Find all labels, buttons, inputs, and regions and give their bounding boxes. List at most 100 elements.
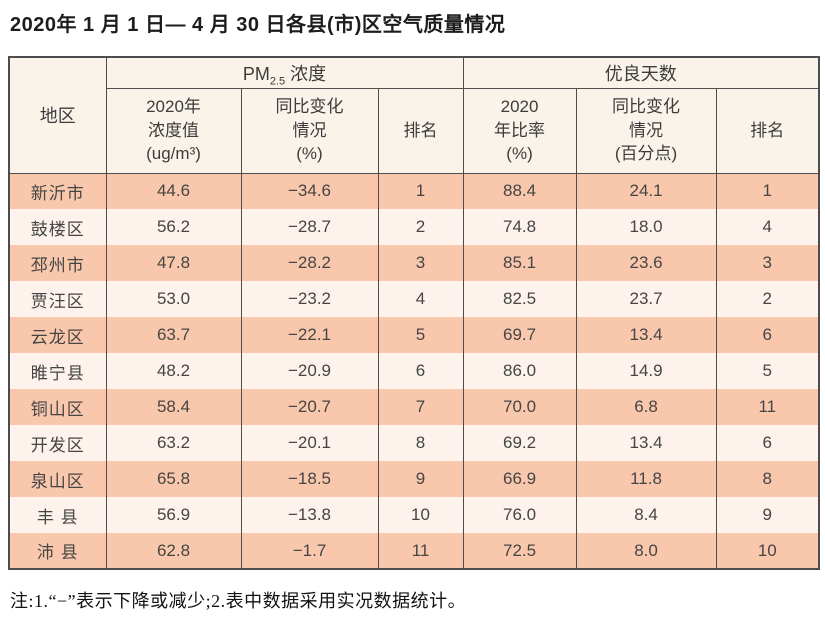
cell-pm-rank: 8 <box>377 425 464 461</box>
cell-days-change: 14.9 <box>575 353 717 389</box>
col-group-pm25: PM2.5 浓度 <box>105 56 464 89</box>
cell-pm-value: 63.7 <box>105 317 242 353</box>
pm25-label-suffix: 浓度 <box>285 63 327 84</box>
col-header-days-change: 同比变化 情况 (百分点) <box>575 87 717 174</box>
cell-days-rank: 4 <box>715 209 820 245</box>
cell-pm-rank: 7 <box>377 389 464 425</box>
cell-region: 睢宁县 <box>8 353 107 389</box>
cell-days-change: 6.8 <box>575 389 717 425</box>
col-header-pm-value: 2020年 浓度值 (ug/m³) <box>105 87 242 174</box>
cell-days-change: 11.8 <box>575 461 717 497</box>
table-row: 沛 县 62.8 −1.7 11 72.5 8.0 10 <box>8 533 820 569</box>
cell-pm-rank: 2 <box>377 209 464 245</box>
col-header-region: 地区 <box>8 56 107 174</box>
page-title: 2020年 1 月 1 日— 4 月 30 日各县(市)区空气质量情况 <box>10 14 506 36</box>
cell-days-change: 18.0 <box>575 209 717 245</box>
table-row: 睢宁县 48.2 −20.9 6 86.0 14.9 5 <box>8 353 820 389</box>
table-row: 丰 县 56.9 −13.8 10 76.0 8.4 9 <box>8 497 820 533</box>
cell-pm-rank: 9 <box>377 461 464 497</box>
cell-days-rate: 76.0 <box>462 497 577 533</box>
cell-pm-change: −1.7 <box>240 533 379 569</box>
table-row: 邳州市 47.8 −28.2 3 85.1 23.6 3 <box>8 245 820 281</box>
cell-pm-rank: 1 <box>377 173 464 209</box>
cell-days-change: 23.6 <box>575 245 717 281</box>
cell-days-rate: 72.5 <box>462 533 577 569</box>
cell-pm-change: −20.7 <box>240 389 379 425</box>
header-group-row: 地区 PM2.5 浓度 优良天数 <box>8 56 820 174</box>
cell-days-rate: 69.7 <box>462 317 577 353</box>
cell-pm-value: 65.8 <box>105 461 242 497</box>
cell-days-rank: 11 <box>715 389 820 425</box>
table-body: 新沂市 44.6 −34.6 1 88.4 24.1 1 鼓楼区 56.2 −28.7 2 74.8 1… <box>8 173 820 569</box>
cell-days-rank: 6 <box>715 425 820 461</box>
cell-pm-value: 63.2 <box>105 425 242 461</box>
cell-pm-rank: 10 <box>377 497 464 533</box>
cell-days-rank: 8 <box>715 461 820 497</box>
cell-pm-rank: 3 <box>377 245 464 281</box>
table-row: 泉山区 65.8 −18.5 9 66.9 11.8 8 <box>8 461 820 497</box>
cell-pm-rank: 5 <box>377 317 464 353</box>
table-header: 地区 PM2.5 浓度 优良天数 2020年 浓度值 (ug/m³) 同比变化 … <box>8 56 820 174</box>
cell-days-rate: 82.5 <box>462 281 577 317</box>
cell-pm-value: 44.6 <box>105 173 242 209</box>
cell-pm-value: 47.8 <box>105 245 242 281</box>
cell-pm-change: −22.1 <box>240 317 379 353</box>
cell-pm-change: −20.9 <box>240 353 379 389</box>
cell-days-rate: 88.4 <box>462 173 577 209</box>
cell-days-rank: 9 <box>715 497 820 533</box>
cell-days-change: 8.4 <box>575 497 717 533</box>
cell-pm-change: −13.8 <box>240 497 379 533</box>
cell-pm-rank: 4 <box>377 281 464 317</box>
cell-pm-value: 48.2 <box>105 353 242 389</box>
cell-region: 丰 县 <box>8 497 107 533</box>
cell-region: 贾汪区 <box>8 281 107 317</box>
col-header-pm-change: 同比变化 情况 (%) <box>240 87 379 174</box>
cell-region: 铜山区 <box>8 389 107 425</box>
table-row: 铜山区 58.4 −20.7 7 70.0 6.8 11 <box>8 389 820 425</box>
cell-days-rate: 70.0 <box>462 389 577 425</box>
cell-days-rate: 74.8 <box>462 209 577 245</box>
table-row: 鼓楼区 56.2 −28.7 2 74.8 18.0 4 <box>8 209 820 245</box>
cell-days-rank: 10 <box>715 533 820 569</box>
cell-pm-rank: 11 <box>377 533 464 569</box>
pm25-label-prefix: PM <box>242 63 270 84</box>
cell-days-rate: 86.0 <box>462 353 577 389</box>
pm25-label-subscript: 2.5 <box>269 75 286 88</box>
cell-days-change: 24.1 <box>575 173 717 209</box>
cell-pm-change: −18.5 <box>240 461 379 497</box>
table-row: 开发区 63.2 −20.1 8 69.2 13.4 6 <box>8 425 820 461</box>
header-sub-row: 2020年 浓度值 (ug/m³) 同比变化 情况 (%) 排名 2020 年比… <box>9 87 820 174</box>
cell-region: 新沂市 <box>8 173 107 209</box>
cell-days-rank: 6 <box>715 317 820 353</box>
cell-pm-value: 53.0 <box>105 281 242 317</box>
cell-days-change: 13.4 <box>575 317 717 353</box>
col-header-days-rate: 2020 年比率 (%) <box>462 87 577 174</box>
cell-days-change: 8.0 <box>575 533 717 569</box>
cell-pm-value: 56.2 <box>105 209 242 245</box>
col-header-days-rank: 排名 <box>715 87 820 174</box>
cell-days-change: 23.7 <box>575 281 717 317</box>
cell-pm-rank: 6 <box>377 353 464 389</box>
col-header-pm-rank: 排名 <box>377 87 464 174</box>
cell-pm-change: −20.1 <box>240 425 379 461</box>
cell-pm-value: 56.9 <box>105 497 242 533</box>
cell-days-rank: 1 <box>715 173 820 209</box>
cell-days-change: 13.4 <box>575 425 717 461</box>
cell-region: 鼓楼区 <box>8 209 107 245</box>
cell-days-rate: 85.1 <box>462 245 577 281</box>
cell-region: 云龙区 <box>8 317 107 353</box>
cell-region: 开发区 <box>8 425 107 461</box>
footnote: 注:1.“−”表示下降或减少;2.表中数据采用实况数据统计。 <box>10 591 467 611</box>
cell-days-rank: 5 <box>715 353 820 389</box>
table-row: 贾汪区 53.0 −23.2 4 82.5 23.7 2 <box>8 281 820 317</box>
cell-region: 沛 县 <box>8 533 107 569</box>
cell-pm-value: 58.4 <box>105 389 242 425</box>
col-group-good-days: 优良天数 <box>462 56 820 89</box>
cell-region: 邳州市 <box>8 245 107 281</box>
cell-pm-change: −23.2 <box>240 281 379 317</box>
cell-days-rate: 66.9 <box>462 461 577 497</box>
cell-pm-change: −28.7 <box>240 209 379 245</box>
cell-days-rank: 3 <box>715 245 820 281</box>
air-quality-table: 地区 PM2.5 浓度 优良天数 2020年 浓度值 (ug/m³) 同比变化 … <box>8 56 821 570</box>
